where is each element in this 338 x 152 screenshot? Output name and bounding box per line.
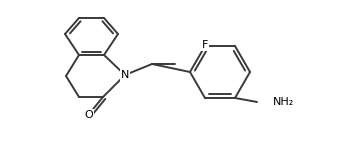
Text: NH₂: NH₂ (273, 97, 294, 107)
Text: F: F (202, 40, 208, 50)
Text: O: O (84, 110, 93, 120)
Text: N: N (121, 70, 129, 80)
